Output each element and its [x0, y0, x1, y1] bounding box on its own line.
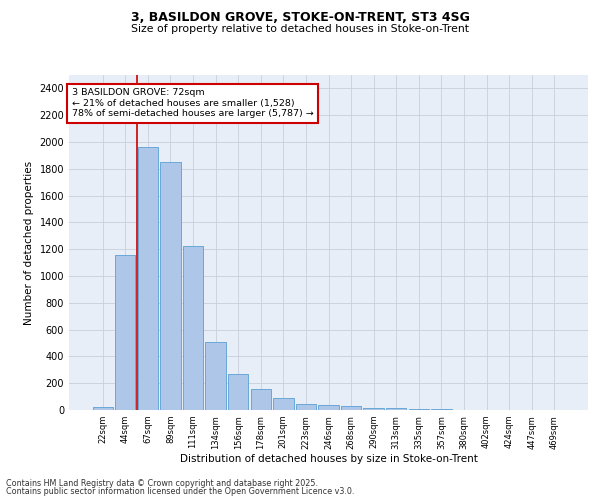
Text: 3, BASILDON GROVE, STOKE-ON-TRENT, ST3 4SG: 3, BASILDON GROVE, STOKE-ON-TRENT, ST3 4…	[131, 11, 469, 24]
Bar	[319, 405, 338, 410]
Bar	[296, 404, 316, 410]
Text: 3 BASILDON GROVE: 72sqm
← 21% of detached houses are smaller (1,528)
78% of semi: 3 BASILDON GROVE: 72sqm ← 21% of detache…	[71, 88, 313, 118]
Bar	[115, 255, 136, 410]
Bar	[364, 408, 384, 410]
Text: Contains HM Land Registry data © Crown copyright and database right 2025.: Contains HM Land Registry data © Crown c…	[6, 478, 318, 488]
Bar	[273, 398, 293, 410]
Bar	[183, 246, 203, 410]
Bar	[228, 374, 248, 410]
Bar	[341, 406, 361, 410]
Text: Size of property relative to detached houses in Stoke-on-Trent: Size of property relative to detached ho…	[131, 24, 469, 34]
Bar	[205, 342, 226, 410]
Text: Contains public sector information licensed under the Open Government Licence v3: Contains public sector information licen…	[6, 487, 355, 496]
Bar	[160, 162, 181, 410]
Bar	[386, 408, 406, 410]
Y-axis label: Number of detached properties: Number of detached properties	[24, 160, 34, 324]
Bar	[138, 148, 158, 410]
X-axis label: Distribution of detached houses by size in Stoke-on-Trent: Distribution of detached houses by size …	[179, 454, 478, 464]
Bar	[92, 406, 113, 410]
Bar	[409, 408, 429, 410]
Bar	[251, 389, 271, 410]
